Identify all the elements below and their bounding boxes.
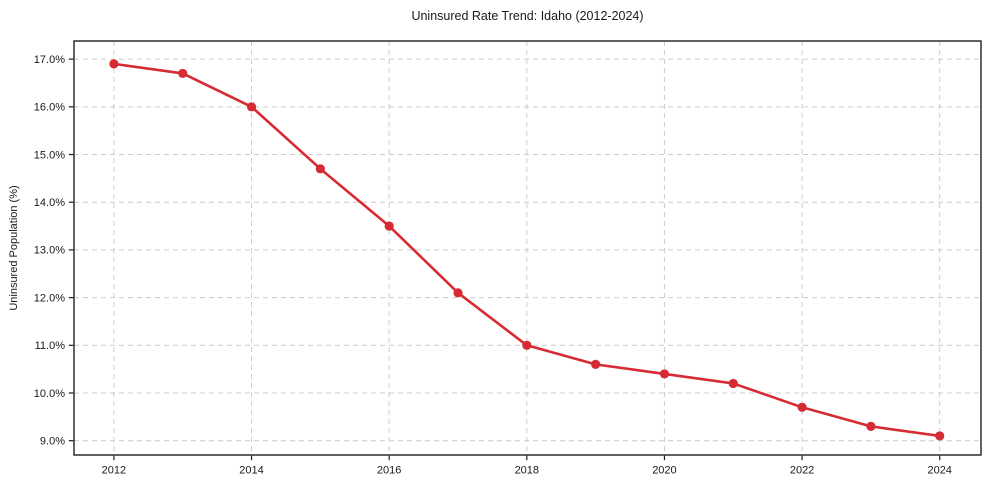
y-tick-label: 15.0% [34,149,65,161]
data-point-2017 [453,288,463,298]
x-tick-label: 2016 [377,465,401,477]
y-tick-label: 16.0% [34,102,65,114]
y-tick-label: 12.0% [34,292,65,304]
data-point-2019 [591,359,601,369]
x-tick-label: 2024 [927,465,951,477]
x-tick-label: 2018 [515,465,539,477]
x-tick-label: 2012 [102,465,126,477]
data-point-2013 [178,68,188,79]
chart-title: Uninsured Rate Trend: Idaho (2012-2024) [411,9,644,23]
data-point-2018 [522,340,532,350]
x-tick-label: 2020 [652,465,676,477]
plot-frame [73,40,982,456]
data-point-2014 [246,102,257,112]
data-point-2020 [659,369,670,379]
data-point-2023 [866,421,876,431]
x-tick-label: 2022 [790,465,814,477]
data-point-2012 [109,59,119,69]
y-tick-label: 9.0% [40,435,65,447]
data-point-2016 [384,221,394,231]
y-tick-label: 13.0% [34,245,65,257]
data-point-2015 [315,164,325,174]
y-tick-label: 17.0% [34,54,65,66]
data-point-2022 [797,402,807,412]
x-tick-label: 2014 [239,465,263,477]
y-tick-label: 11.0% [35,340,66,352]
y-axis-title: Uninsured Population (%) [8,185,20,311]
y-tick-label: 10.0% [34,388,65,400]
data-point-2024 [935,431,945,441]
data-point-2021 [728,378,738,389]
y-tick-label: 14.0% [34,197,65,209]
